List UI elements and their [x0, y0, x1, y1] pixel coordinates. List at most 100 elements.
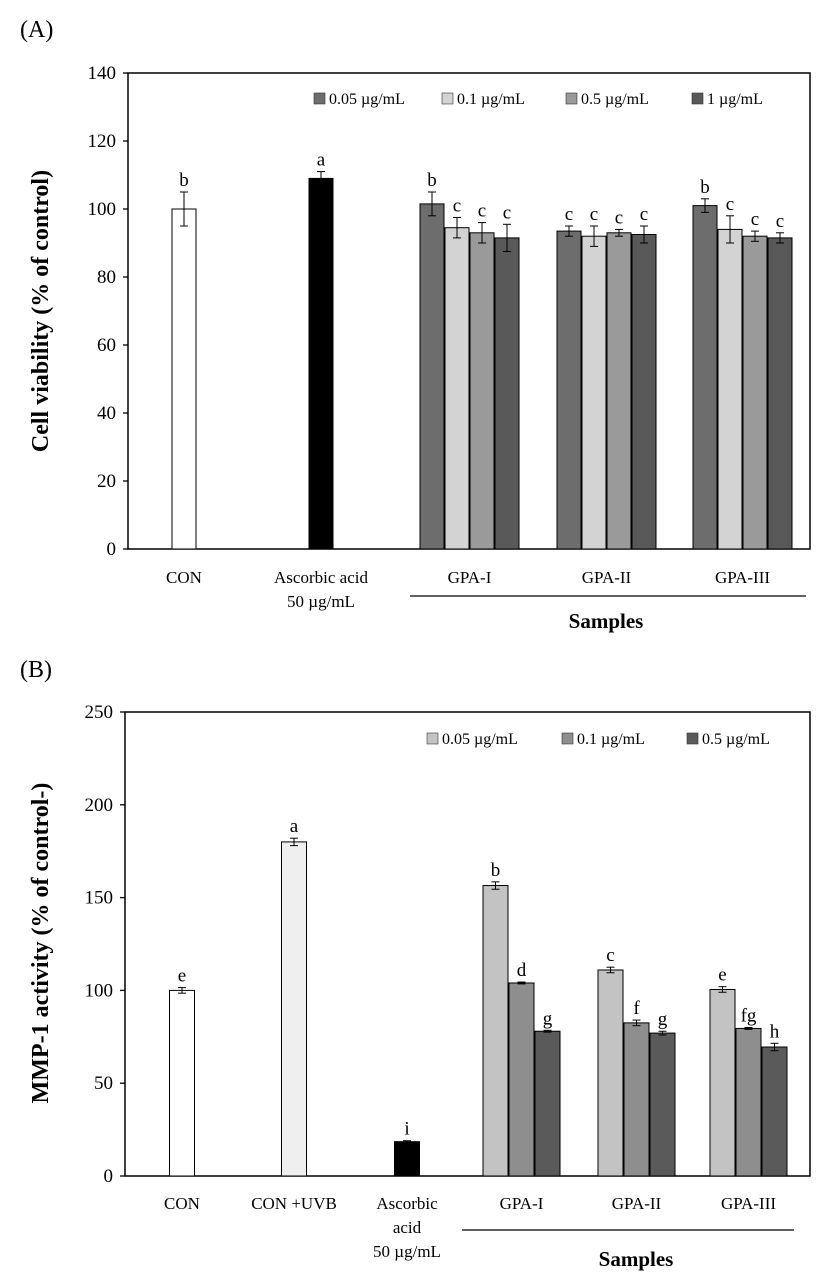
significance-letter: c: [478, 201, 486, 222]
x-axis-title: Samples: [599, 1247, 674, 1271]
significance-letter: c: [726, 194, 734, 215]
bar: [308, 177, 334, 550]
y-tick-label: 150: [85, 888, 114, 909]
y-tick-label: 0: [107, 539, 117, 560]
category-label: 50 µg/mL: [287, 592, 355, 611]
significance-letter: d: [517, 960, 527, 981]
significance-letter: c: [565, 204, 573, 225]
significance-letter: c: [503, 202, 511, 223]
y-axis-title: Cell viability (% of control): [28, 170, 54, 452]
bar: [581, 235, 607, 550]
significance-letter: b: [491, 860, 501, 881]
category-label: GPA-II: [612, 1194, 662, 1213]
x-axis-title: Samples: [569, 609, 644, 633]
y-tick-label: 20: [97, 471, 116, 492]
significance-letter: b: [427, 170, 437, 191]
bar: [494, 237, 520, 550]
bar: [394, 1141, 420, 1177]
category-label: 50 µg/mL: [373, 1242, 441, 1261]
category-label: acid: [393, 1218, 422, 1237]
bar: [761, 1046, 788, 1177]
legend-swatch: [561, 732, 574, 745]
y-tick-label: 200: [85, 795, 114, 816]
bar: [709, 988, 736, 1177]
panel-label: (A): [20, 17, 53, 43]
significance-letter: h: [770, 1021, 780, 1042]
legend-label: 0.05 µg/mL: [442, 731, 518, 748]
bar: [171, 208, 197, 550]
bar: [735, 1027, 762, 1177]
significance-letter: g: [543, 1008, 553, 1029]
category-label: GPA-III: [721, 1194, 776, 1213]
significance-letter: c: [453, 196, 461, 217]
significance-letter: a: [290, 816, 299, 837]
bar: [444, 227, 470, 550]
y-tick-label: 60: [97, 335, 116, 356]
y-tick-label: 80: [97, 267, 116, 288]
panel-b-chart: (B) 0 50 100 150 200 250 MMP-1 activity (% of c…: [20, 657, 811, 1271]
significance-letter: a: [317, 150, 326, 171]
bar: [469, 232, 495, 550]
significance-letter: b: [179, 170, 189, 191]
y-tick-label: 50: [94, 1073, 113, 1094]
legend-swatch: [686, 732, 699, 745]
legend-swatch: [313, 92, 326, 105]
panel-label: (B): [20, 657, 52, 683]
bar: [767, 237, 793, 550]
category-label: GPA-II: [582, 568, 632, 587]
significance-letter: e: [178, 966, 186, 987]
y-tick-label: 140: [88, 63, 117, 84]
legend-swatch: [565, 92, 578, 105]
category-label: Ascorbic acid: [274, 568, 368, 587]
bar: [597, 969, 624, 1177]
significance-letter: e: [718, 965, 726, 986]
significance-letter: c: [615, 207, 623, 228]
significance-letter: b: [700, 177, 710, 198]
bar: [556, 230, 582, 550]
bar: [281, 841, 307, 1177]
bar: [508, 982, 535, 1177]
bar: [717, 228, 743, 550]
y-tick-label: 120: [88, 131, 117, 152]
significance-letter: g: [658, 1009, 668, 1030]
bar: [169, 989, 195, 1177]
y-tick-label: 0: [104, 1166, 114, 1187]
category-label: CON +UVB: [251, 1194, 337, 1213]
category-label: GPA-III: [715, 568, 770, 587]
legend-label: 1 µg/mL: [707, 91, 763, 108]
legend-label: 0.1 µg/mL: [457, 91, 525, 108]
legend-swatch: [691, 92, 704, 105]
y-tick-label: 250: [85, 702, 114, 723]
significance-letter: c: [590, 204, 598, 225]
category-label: GPA-I: [448, 568, 492, 587]
y-tick-label: 100: [88, 199, 117, 220]
y-tick-label: 100: [85, 980, 114, 1001]
y-tick-label: 40: [97, 403, 116, 424]
category-label: CON: [166, 568, 202, 587]
bar: [482, 885, 509, 1177]
category-label: Ascorbic: [376, 1194, 438, 1213]
legend-swatch: [426, 732, 439, 745]
bar: [692, 205, 718, 550]
significance-letter: fg: [741, 1006, 757, 1027]
bar: [742, 235, 768, 550]
significance-letter: c: [776, 211, 784, 232]
bar: [606, 232, 632, 550]
significance-letter: c: [606, 945, 614, 966]
legend-label: 0.5 µg/mL: [702, 731, 770, 748]
panel-a-chart: (A) 0 20 40 60 80 100 120 140 Cell viability (% o…: [20, 17, 811, 633]
bar: [623, 1022, 650, 1177]
legend-label: 0.1 µg/mL: [577, 731, 645, 748]
bar: [419, 203, 445, 550]
significance-letter: f: [633, 998, 640, 1019]
category-label: CON: [164, 1194, 200, 1213]
legend-label: 0.05 µg/mL: [329, 91, 405, 108]
bar: [631, 234, 657, 550]
bar: [534, 1030, 561, 1177]
category-label: GPA-I: [500, 1194, 544, 1213]
significance-letter: c: [640, 204, 648, 225]
significance-letter: c: [751, 209, 759, 230]
significance-letter: i: [404, 1119, 409, 1140]
y-axis-title: MMP-1 activity (% of control-): [28, 783, 54, 1104]
